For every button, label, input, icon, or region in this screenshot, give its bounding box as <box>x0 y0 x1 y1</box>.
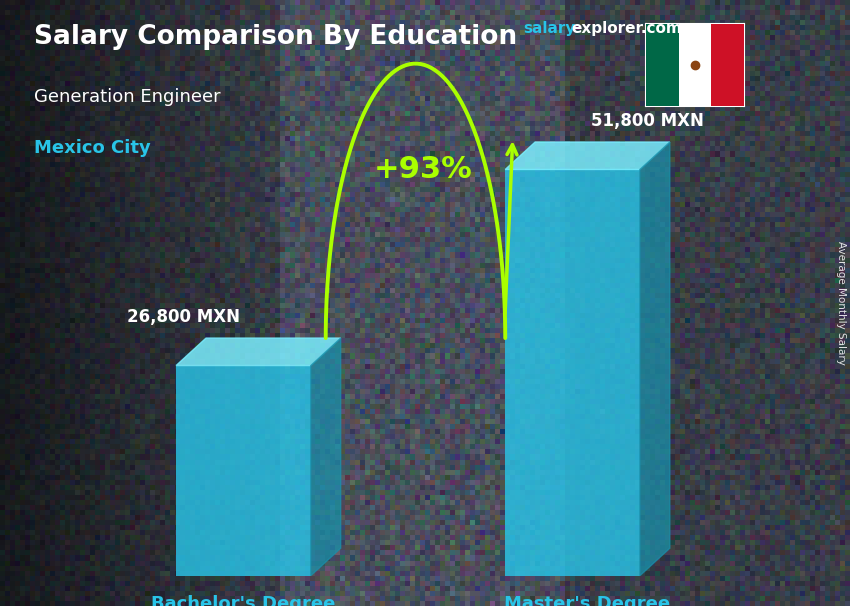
Text: explorer.com: explorer.com <box>571 21 682 36</box>
Text: +93%: +93% <box>374 155 473 184</box>
Text: Mexico City: Mexico City <box>34 139 150 158</box>
Polygon shape <box>311 338 341 576</box>
Polygon shape <box>176 338 341 365</box>
Bar <box>646 24 678 106</box>
Text: Salary Comparison By Education: Salary Comparison By Education <box>34 24 517 50</box>
Text: 51,800 MXN: 51,800 MXN <box>591 112 704 130</box>
Text: Average Monthly Salary: Average Monthly Salary <box>836 241 846 365</box>
Polygon shape <box>640 142 670 576</box>
Text: Master's Degree: Master's Degree <box>504 595 671 606</box>
Text: salary: salary <box>523 21 575 36</box>
Bar <box>505 170 640 576</box>
Bar <box>678 24 711 106</box>
Polygon shape <box>505 142 670 170</box>
Bar <box>711 24 744 106</box>
Text: 26,800 MXN: 26,800 MXN <box>128 308 240 326</box>
Text: Generation Engineer: Generation Engineer <box>34 88 221 106</box>
Bar <box>176 365 311 576</box>
Text: Bachelor's Degree: Bachelor's Degree <box>151 595 336 606</box>
